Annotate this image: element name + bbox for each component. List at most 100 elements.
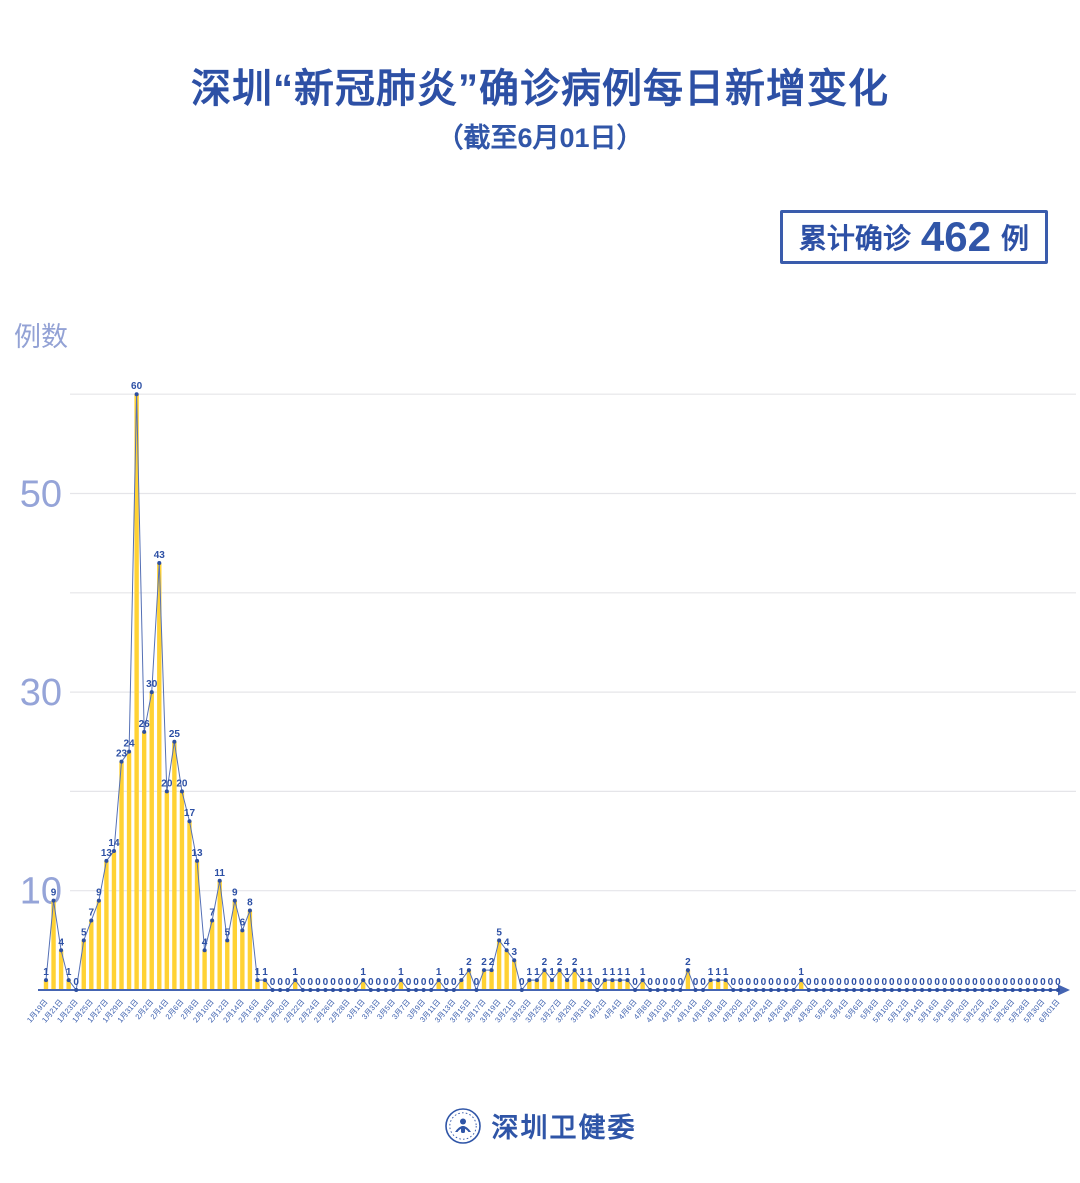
data-point <box>738 988 743 992</box>
value-label: 1 <box>255 967 261 978</box>
data-point <box>89 918 94 923</box>
value-label: 17 <box>184 808 196 819</box>
value-label: 2 <box>466 957 472 968</box>
value-label: 0 <box>315 977 321 988</box>
data-point <box>731 988 736 992</box>
value-label: 0 <box>519 977 525 988</box>
data-point <box>761 988 766 992</box>
x-axis-arrow-icon <box>1058 984 1070 996</box>
value-label: 1 <box>534 967 540 978</box>
data-point <box>255 978 260 983</box>
bar <box>534 980 540 990</box>
value-label: 0 <box>655 977 661 988</box>
bar <box>542 970 547 990</box>
value-label: 26 <box>139 719 151 730</box>
bar <box>685 970 691 990</box>
value-label: 1 <box>708 967 714 978</box>
data-point <box>1010 988 1015 992</box>
bar <box>481 970 487 990</box>
data-point <box>670 988 675 992</box>
data-point <box>844 988 849 992</box>
bar <box>799 980 804 990</box>
value-label: 0 <box>300 977 306 988</box>
value-label: 2 <box>685 957 691 968</box>
data-point <box>655 988 660 992</box>
data-point <box>708 978 713 983</box>
data-point <box>459 978 464 983</box>
data-point <box>942 988 947 992</box>
footer: 深圳卫健委 <box>0 1106 1080 1145</box>
bar <box>96 900 102 990</box>
bar <box>489 970 494 990</box>
data-point <box>980 988 985 992</box>
data-point <box>127 749 132 754</box>
data-point <box>451 988 456 992</box>
bar <box>617 980 623 990</box>
data-point <box>406 988 411 992</box>
value-label: 0 <box>738 977 744 988</box>
value-label: 23 <box>116 749 128 760</box>
bar <box>209 920 215 990</box>
data-point <box>549 978 554 983</box>
data-point <box>663 988 668 992</box>
value-label: 0 <box>451 977 457 988</box>
bar <box>141 731 147 990</box>
data-point <box>753 988 758 992</box>
data-point <box>995 988 1000 992</box>
data-point <box>882 988 887 992</box>
data-point <box>912 988 917 992</box>
value-label: 60 <box>131 381 143 392</box>
value-label: 0 <box>919 977 925 988</box>
bar <box>51 900 56 990</box>
value-label: 0 <box>383 977 389 988</box>
bar <box>708 980 713 990</box>
data-point <box>859 988 864 992</box>
data-point <box>361 978 366 983</box>
value-label: 1 <box>625 967 631 978</box>
data-point <box>693 988 698 992</box>
value-label: 0 <box>368 977 374 988</box>
value-label: 3 <box>511 947 517 958</box>
value-label: 1 <box>579 967 585 978</box>
data-point <box>330 988 335 992</box>
value-label: 0 <box>927 977 933 988</box>
data-point <box>383 988 388 992</box>
data-point <box>346 988 351 992</box>
data-point <box>66 978 71 983</box>
data-point <box>474 988 479 992</box>
value-label: 0 <box>1048 977 1054 988</box>
data-point <box>376 988 381 992</box>
data-point <box>920 988 925 992</box>
bar <box>255 980 260 990</box>
value-label: 0 <box>965 977 971 988</box>
bar <box>602 980 608 990</box>
value-label: 0 <box>881 977 887 988</box>
data-point <box>678 988 683 992</box>
value-label: 0 <box>806 977 812 988</box>
value-label: 0 <box>934 977 940 988</box>
value-label: 2 <box>542 957 548 968</box>
bar <box>579 980 585 990</box>
data-point <box>59 948 64 953</box>
data-point <box>867 988 872 992</box>
bar <box>187 821 192 990</box>
value-label: 1 <box>610 967 616 978</box>
data-point <box>444 988 449 992</box>
value-label: 13 <box>191 848 203 859</box>
value-label: 25 <box>169 729 181 740</box>
value-label: 0 <box>474 977 480 988</box>
bar <box>164 791 170 990</box>
data-point <box>1048 988 1053 992</box>
value-label: 0 <box>308 977 314 988</box>
data-point <box>791 988 796 992</box>
data-point <box>225 938 230 943</box>
data-point <box>542 968 547 973</box>
bar <box>723 980 728 990</box>
badge-unit: 例 <box>1000 223 1029 254</box>
bar <box>436 980 441 990</box>
value-label: 0 <box>670 977 676 988</box>
y-axis-tick-label: 50 <box>20 474 62 516</box>
data-point <box>889 988 894 992</box>
value-label: 0 <box>1002 977 1008 988</box>
